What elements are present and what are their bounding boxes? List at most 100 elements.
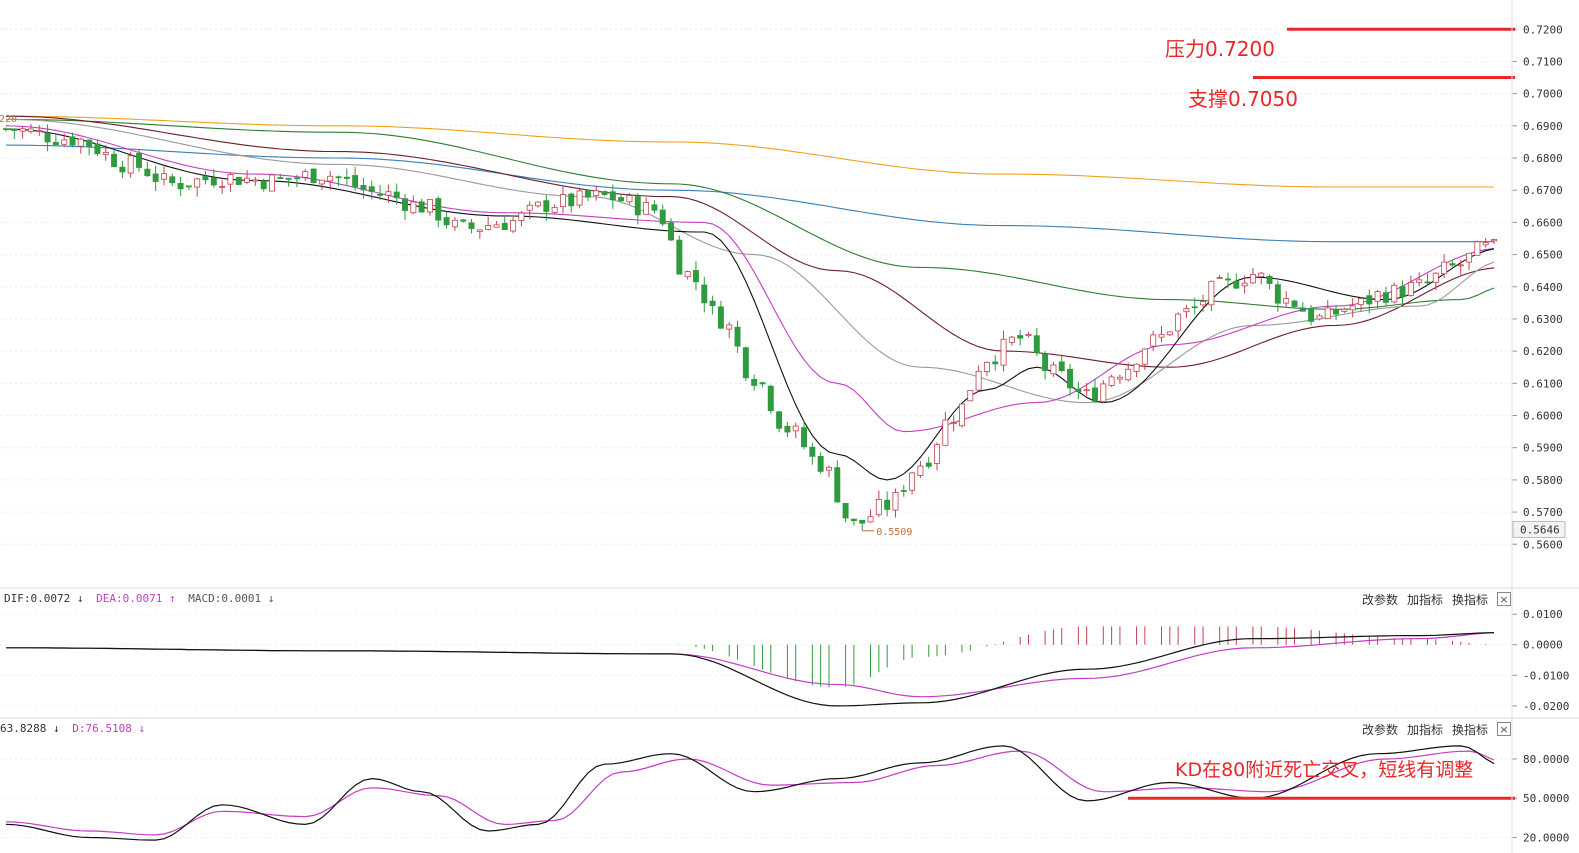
candle-body [476, 229, 483, 232]
candle-body [1324, 307, 1331, 319]
candle-body [742, 347, 749, 379]
candle-body [559, 194, 566, 208]
candle-body [285, 177, 292, 180]
candle-body [900, 490, 907, 492]
candle-body [659, 209, 666, 225]
main-tick-label: 0.7100 [1523, 55, 1563, 68]
candle-body [244, 177, 251, 183]
candle-body [152, 173, 159, 182]
candle-body [468, 222, 475, 229]
candle-body [1366, 295, 1373, 305]
candle-body [1349, 305, 1356, 311]
candle-body [784, 425, 791, 433]
kd-add-indicator-button[interactable]: 加指标 [1407, 723, 1444, 737]
kd-legend-d: D:76.5108 ↓ [72, 722, 146, 735]
macd-switch-indicator-button[interactable]: 换指标 [1452, 593, 1489, 607]
candle-body [717, 306, 724, 329]
price-axis: 0.7200 0.7100 0.7000 0.6900 0.6800 0.6700 0.66… [1512, 23, 1569, 845]
kd-change-params-button[interactable]: 改参数 [1362, 723, 1399, 737]
candle-body [817, 455, 824, 472]
candle-body [1125, 368, 1132, 381]
macd-tick-label: 0.0100 [1523, 608, 1563, 621]
candle-body [1407, 282, 1414, 296]
candle-body [210, 177, 217, 186]
candle-body [825, 466, 832, 471]
candle-body [892, 492, 899, 511]
candle-body [202, 176, 209, 181]
candle-body [1050, 364, 1057, 375]
support-label: 支撑0.7050 [1188, 87, 1298, 111]
main-tick-label: 0.5900 [1523, 442, 1563, 455]
kd-note-label: KD在80附近死亡交叉，短线有调整 [1175, 759, 1474, 781]
main-tick-label: 0.6600 [1523, 216, 1563, 229]
ma-orange-line [6, 115, 1494, 188]
kd-switch-indicator-button[interactable]: 换指标 [1452, 723, 1489, 737]
candle-body [1208, 280, 1215, 306]
kd-close-icon[interactable]: × [1497, 722, 1511, 736]
candle-body [111, 153, 118, 168]
ma-blue-line [5, 144, 1494, 243]
candle-body [402, 198, 408, 211]
candle-body [160, 173, 167, 180]
candle-body [651, 204, 658, 211]
candle-body [867, 516, 874, 523]
candle-body [1017, 335, 1024, 339]
macd-close-icon[interactable]: × [1497, 592, 1511, 606]
candle-body [11, 128, 18, 131]
macd-add-indicator-button[interactable]: 加指标 [1407, 593, 1444, 607]
candle-body [269, 174, 275, 192]
main-tick-label: 0.6000 [1523, 410, 1563, 423]
candle-body [1233, 280, 1240, 289]
candle-body [1200, 301, 1207, 306]
main-tick-label: 0.6900 [1523, 120, 1563, 133]
candle-body [86, 139, 93, 147]
macd-tick-label: -0.0200 [1523, 700, 1569, 713]
candle-body [1382, 292, 1389, 303]
candle-body [884, 499, 891, 510]
candle-body [44, 133, 51, 143]
main-tick-label: 0.6400 [1523, 281, 1563, 294]
candle-body [634, 196, 641, 216]
candle-body [518, 212, 525, 221]
candle-body [127, 155, 134, 174]
candle-body [875, 499, 882, 516]
candle-body [917, 465, 924, 476]
macd-change-params-button[interactable]: 改参数 [1362, 593, 1399, 607]
candle-body [177, 182, 184, 190]
candle-body [1299, 307, 1306, 312]
candle-body [568, 193, 575, 207]
main-tick-label: 0.5600 [1523, 538, 1563, 551]
candle-body [352, 175, 359, 188]
macd-legend-macd: MACD:0.0001 ↓ [188, 592, 275, 605]
candle-body [1158, 334, 1165, 338]
candle-body [801, 427, 808, 448]
candle-body [942, 419, 949, 446]
candle-body [709, 300, 716, 307]
candle-body [759, 382, 766, 385]
candle-body [1100, 383, 1107, 403]
candle-body [934, 444, 941, 464]
candle-body [1424, 281, 1431, 284]
candle-body [1258, 272, 1265, 278]
candle-body [3, 128, 9, 131]
high-marker-label: 0.7220 [0, 114, 17, 125]
candle-body [1466, 252, 1473, 263]
main-tick-label: 0.6300 [1523, 313, 1563, 326]
candle-body [410, 201, 417, 214]
candle-body [260, 180, 267, 190]
candle-body [751, 378, 758, 386]
candle-body [1441, 261, 1448, 275]
candle-body [992, 361, 999, 365]
macd-layer [0, 613, 1512, 707]
kd-tick-label: 80.0000 [1523, 753, 1569, 766]
candle-body [1341, 308, 1348, 312]
candle-body [1225, 278, 1231, 281]
candle-body [551, 206, 558, 213]
candle-body [1291, 300, 1298, 307]
candle-body [842, 503, 849, 519]
candle-body [510, 219, 517, 232]
candle-body [1491, 239, 1497, 242]
main-tick-label: 0.6200 [1523, 345, 1563, 358]
candle-body [1166, 331, 1173, 336]
